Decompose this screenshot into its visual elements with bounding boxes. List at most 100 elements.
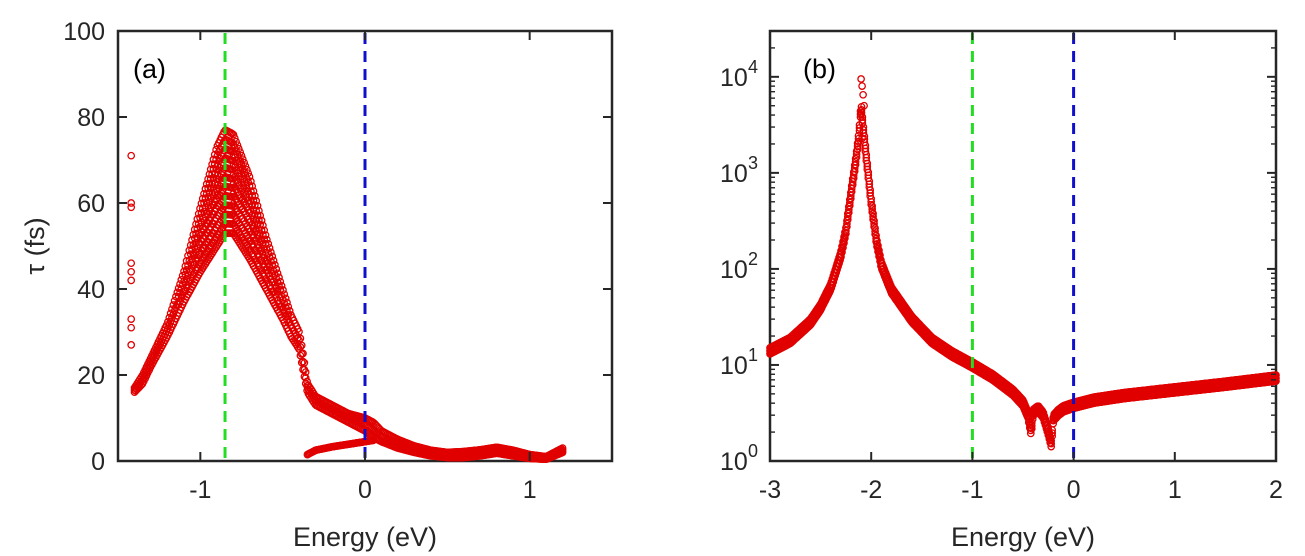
panel-b-outlier — [858, 134, 866, 142]
panel-b-point — [843, 212, 852, 221]
panel-a-point — [301, 368, 310, 376]
panel-a-xtick-label: 1 — [523, 476, 537, 504]
panel-b-point — [855, 127, 864, 135]
panel-a-point — [271, 260, 279, 269]
panel-a-point — [236, 148, 245, 157]
panel-b-ytick-label: 10 — [720, 256, 748, 284]
panel-b-point — [1047, 439, 1056, 448]
panel-b-ytick-label: 10 — [720, 352, 748, 380]
panel-a-outlier — [127, 151, 136, 160]
panel-a-point — [268, 252, 277, 261]
panel-a-point — [261, 231, 270, 239]
panel-b-point — [843, 215, 852, 224]
panel-a-xtick-label: 0 — [358, 476, 372, 504]
panel-a-point — [232, 137, 240, 146]
panel-a-point — [229, 130, 238, 139]
panel-b-xtick-label: -3 — [759, 476, 781, 504]
panel-b-point — [842, 226, 850, 235]
panel-b-label: (b) — [803, 54, 836, 84]
panel-a-point — [558, 444, 567, 452]
panel-b-xtick-label: 1 — [1168, 476, 1182, 504]
panel-a-point — [284, 302, 293, 311]
panel-b-ytick-exponent: 0 — [748, 441, 758, 461]
panel-a-point — [245, 172, 254, 181]
panel-a-xlabel: Energy (eV) — [293, 522, 437, 552]
panel-a-point — [238, 155, 247, 164]
panel-a-point — [275, 273, 283, 282]
panel-b-point — [852, 150, 861, 159]
panel-b-data — [766, 75, 1280, 451]
panel-a-point — [272, 265, 281, 273]
panel-a-point — [260, 226, 269, 235]
panel-a-point — [297, 358, 306, 367]
panel-b-point — [840, 239, 848, 247]
panel-b-ytick-exponent: 2 — [748, 249, 758, 269]
panel-b-outlier — [860, 101, 868, 110]
panel-b-point — [845, 198, 854, 207]
panel-a-point — [260, 235, 269, 244]
panel-a-point — [247, 187, 255, 196]
panel-b-outlier — [857, 75, 865, 83]
panel-b-point — [867, 197, 876, 206]
panel-a-outlier — [127, 267, 136, 276]
panel-a-point — [204, 175, 212, 183]
panel-a-point — [300, 358, 309, 367]
panel-a-point — [296, 343, 305, 351]
panel-a-outlier — [127, 203, 136, 212]
panel-b-ytick-exponent: 1 — [748, 345, 758, 365]
panel-a-point — [263, 235, 271, 244]
panel-a-point — [265, 244, 274, 252]
panel-b-point — [851, 157, 860, 166]
panel-a-xtick-label: -1 — [189, 476, 211, 504]
panel-b-xtick-label: 2 — [1269, 476, 1283, 504]
panel-a-outlier — [127, 315, 136, 323]
panel-a-point — [296, 334, 305, 343]
panel-a-point — [259, 221, 267, 230]
panel-a-label: (a) — [133, 54, 166, 84]
panel-b-point — [868, 205, 877, 213]
panel-b-point — [871, 227, 879, 236]
panel-b-point — [869, 215, 877, 224]
panel-a-point — [297, 341, 306, 350]
panel-a-point — [248, 192, 257, 200]
panel-a-ytick-label: 40 — [77, 276, 105, 304]
panel-a-outlier — [127, 323, 136, 332]
panel-b-xlabel: Energy (eV) — [951, 522, 1095, 552]
panel-b-point — [870, 222, 878, 231]
panel-a-point — [249, 196, 258, 205]
panel-b-xtick-label: 0 — [1067, 476, 1081, 504]
panel-b-point — [871, 230, 879, 239]
panel-a-point — [283, 307, 291, 315]
panel-a-ytick-label: 20 — [77, 362, 105, 390]
panel-b-point — [1026, 429, 1035, 438]
panel-a-outlier — [127, 341, 136, 349]
panel-b-point — [869, 212, 877, 221]
panel-b-ytick-label: 10 — [720, 160, 748, 188]
panel-a-point — [208, 160, 216, 169]
panel-b-xtick-label: -1 — [961, 476, 983, 504]
panel-b-outlier — [857, 111, 865, 119]
panel-b-point — [1048, 429, 1057, 437]
panel-a-point — [285, 307, 294, 315]
panel-a-point — [558, 446, 567, 455]
panel-a-point — [248, 182, 257, 191]
panel-b-point — [843, 222, 851, 231]
panel-b-point — [852, 153, 861, 162]
panel-a-point — [253, 211, 262, 220]
panel-a-outlier — [127, 199, 136, 207]
panel-a-ylabel: τ (fs) — [20, 217, 50, 274]
panel-b-point — [837, 253, 845, 261]
panel-a-point — [252, 207, 261, 215]
panel-b-point — [838, 248, 846, 257]
panel-b-point — [1272, 377, 1280, 385]
panel-a-point — [233, 141, 242, 150]
panel-a-point — [240, 158, 249, 167]
panel-b-point — [853, 142, 862, 151]
panel-a-ytick-label: 0 — [91, 448, 105, 476]
panel-a-point — [255, 206, 263, 215]
panel-b-ytick-label: 10 — [720, 64, 748, 92]
